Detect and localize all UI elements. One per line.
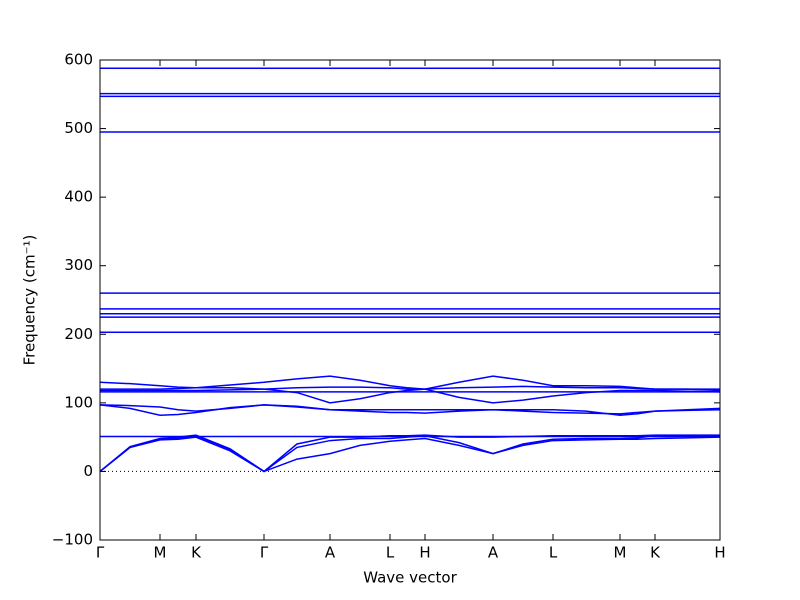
x-tick-label: M — [614, 544, 627, 562]
band-line — [99, 404, 721, 416]
y-tick-label: 200 — [64, 325, 93, 343]
y-tick-label: −100 — [52, 531, 93, 549]
y-tick-label: 0 — [83, 462, 93, 480]
y-tick-label: 500 — [64, 119, 93, 137]
x-tick-label: L — [386, 544, 395, 562]
x-tick-label: A — [325, 544, 336, 562]
x-tick-label: L — [549, 544, 558, 562]
x-tick-label: H — [419, 544, 430, 562]
x-tick-label: H — [714, 544, 725, 562]
x-tick-label: A — [488, 544, 499, 562]
x-tick-label: Γ — [260, 544, 269, 562]
x-tick-label: K — [191, 544, 202, 562]
x-tick-label: M — [154, 544, 167, 562]
x-tick-label: Γ — [96, 544, 105, 562]
band-line — [100, 385, 720, 392]
band-line — [99, 436, 721, 473]
y-tick-label: 600 — [64, 51, 93, 69]
y-tick-label: 400 — [64, 188, 93, 206]
x-axis-label: Wave vector — [363, 569, 457, 587]
band-line — [99, 404, 721, 415]
plot-frame — [99, 59, 721, 541]
y-tick-label: 300 — [64, 256, 93, 274]
x-tick-label: K — [650, 544, 661, 562]
y-axis-label: Frequency (cm⁻¹) — [21, 235, 39, 366]
y-tick-label: 100 — [64, 393, 93, 411]
band-line — [100, 387, 721, 404]
